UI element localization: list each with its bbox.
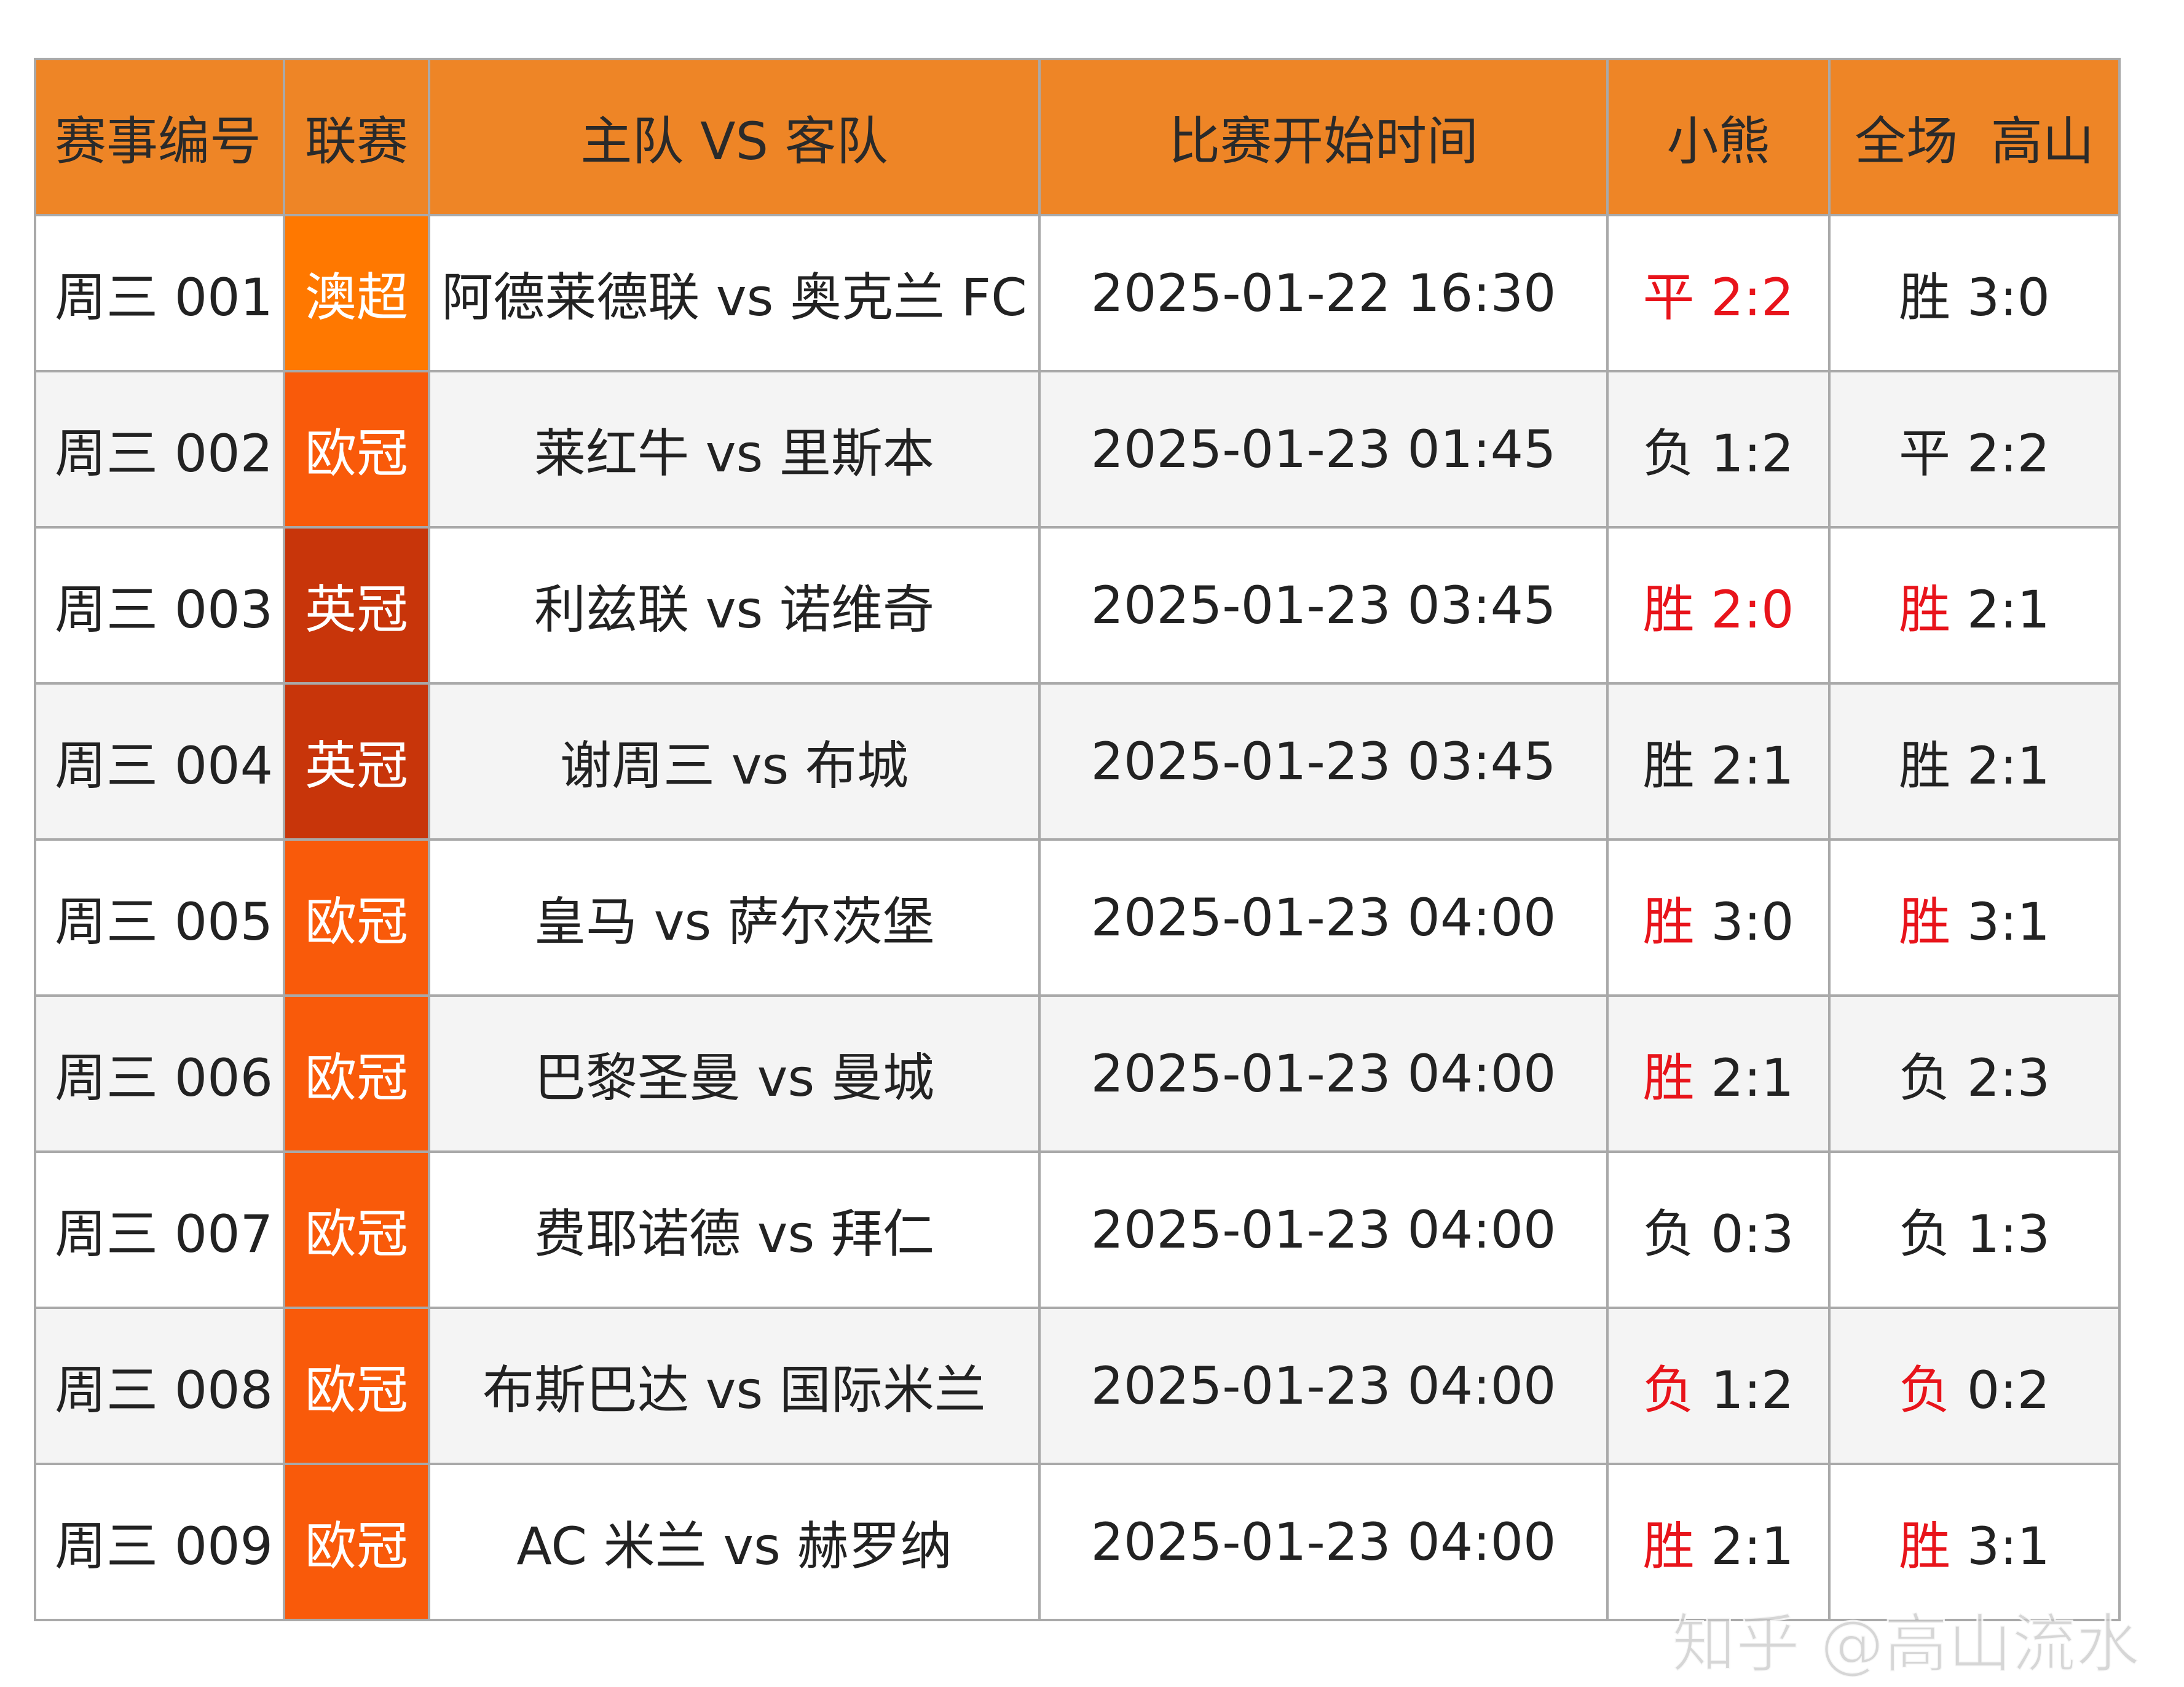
table-row: 周三 003 英冠 利兹联 vs 诺维奇 2025-01-23 03:45 胜 2:0 胜…: [34, 526, 2121, 685]
column-header: 小熊: [1606, 58, 1831, 216]
start-time: 2025-01-23 04:00: [1038, 994, 1609, 1153]
xiaoxiong-result: 胜 2:1: [1606, 682, 1831, 841]
result-outcome: 胜: [1899, 579, 1951, 640]
header-row: 赛事编号 联赛 主队 VS 客队 比赛开始时间 小熊 全场 高山: [34, 58, 2121, 216]
column-header: 联赛: [283, 58, 430, 216]
gaoshan-result: 负 2:3: [1828, 994, 2121, 1153]
league-cell: 澳超: [283, 214, 430, 372]
match-id: 周三 009: [34, 1463, 285, 1621]
league-cell: 英冠: [283, 526, 430, 685]
league-cell: 欧冠: [283, 994, 430, 1153]
match-teams: 皇马 vs 萨尔茨堡: [428, 838, 1041, 997]
start-time: 2025-01-23 03:45: [1038, 682, 1609, 841]
column-header: 赛事编号: [34, 58, 285, 216]
start-time: 2025-01-23 04:00: [1038, 1150, 1609, 1309]
xiaoxiong-result: 胜 2:0: [1606, 526, 1831, 685]
gaoshan-result: 胜 3:0: [1828, 214, 2121, 372]
match-id: 周三 006: [34, 994, 285, 1153]
gaoshan-result: 胜 3:1: [1828, 1463, 2121, 1621]
result-outcome: 胜: [1899, 891, 1951, 952]
column-header: 全场 高山: [1828, 58, 2121, 216]
match-table: 赛事编号 联赛 主队 VS 客队 比赛开始时间 小熊 全场 高山 周三 001 澳超 阿德莱德…: [34, 58, 2121, 1621]
table-row: 周三 009 欧冠 AC 米兰 vs 赫罗纳 2025-01-23 04:00 胜 2:…: [34, 1463, 2121, 1621]
gaoshan-result: 负 1:3: [1828, 1150, 2121, 1309]
result-outcome: 胜: [1899, 1516, 1951, 1576]
match-teams: 布斯巴达 vs 国际米兰: [428, 1307, 1041, 1465]
league-cell: 欧冠: [283, 1150, 430, 1309]
match-id: 周三 004: [34, 682, 285, 841]
start-time: 2025-01-23 03:45: [1038, 526, 1609, 685]
result-outcome: 负: [1642, 1359, 1695, 1420]
result-outcome: 胜: [1642, 1516, 1695, 1576]
match-id: 周三 002: [34, 370, 285, 529]
match-teams: 莱红牛 vs 里斯本: [428, 370, 1041, 529]
league-cell: 欧冠: [283, 1307, 430, 1465]
result-outcome: 胜: [1642, 891, 1695, 952]
start-time: 2025-01-23 04:00: [1038, 1463, 1609, 1621]
result-outcome: 负: [1899, 1359, 1951, 1420]
watermark: 知乎 @高山流水: [1671, 1606, 2140, 1683]
league-cell: 欧冠: [283, 838, 430, 997]
result-outcome: 胜: [1642, 1047, 1695, 1108]
column-header: 比赛开始时间: [1038, 58, 1609, 216]
gaoshan-result: 负 0:2: [1828, 1307, 2121, 1465]
match-id: 周三 007: [34, 1150, 285, 1309]
table-row: 周三 007 欧冠 费耶诺德 vs 拜仁 2025-01-23 04:00 负 0:3 负…: [34, 1150, 2121, 1309]
gaoshan-result: 胜 3:1: [1828, 838, 2121, 997]
league-cell: 英冠: [283, 682, 430, 841]
table-row: 周三 004 英冠 谢周三 vs 布城 2025-01-23 03:45 胜 2:1 胜 …: [34, 682, 2121, 841]
table-row: 周三 006 欧冠 巴黎圣曼 vs 曼城 2025-01-23 04:00 胜 2:1 负…: [34, 994, 2121, 1153]
xiaoxiong-result: 胜 2:1: [1606, 1463, 1831, 1621]
xiaoxiong-result: 负 1:2: [1606, 1307, 1831, 1465]
start-time: 2025-01-23 01:45: [1038, 370, 1609, 529]
start-time: 2025-01-23 04:00: [1038, 1307, 1609, 1465]
xiaoxiong-result: 负 1:2: [1606, 370, 1831, 529]
match-teams: AC 米兰 vs 赫罗纳: [428, 1463, 1041, 1621]
match-teams: 利兹联 vs 诺维奇: [428, 526, 1041, 685]
table-row: 周三 005 欧冠 皇马 vs 萨尔茨堡 2025-01-23 04:00 胜 3:0 胜…: [34, 838, 2121, 997]
xiaoxiong-result: 负 0:3: [1606, 1150, 1831, 1309]
match-teams: 谢周三 vs 布城: [428, 682, 1041, 841]
column-header: 主队 VS 客队: [428, 58, 1041, 216]
match-id: 周三 003: [34, 526, 285, 685]
start-time: 2025-01-22 16:30: [1038, 214, 1609, 372]
league-cell: 欧冠: [283, 1463, 430, 1621]
xiaoxiong-result: 平 2:2: [1606, 214, 1831, 372]
match-teams: 费耶诺德 vs 拜仁: [428, 1150, 1041, 1309]
xiaoxiong-result: 胜 3:0: [1606, 838, 1831, 997]
gaoshan-result: 胜 2:1: [1828, 682, 2121, 841]
match-id: 周三 005: [34, 838, 285, 997]
table-row: 周三 001 澳超 阿德莱德联 vs 奥克兰 FC 2025-01-22 16:30 平…: [34, 214, 2121, 372]
gaoshan-result: 平 2:2: [1828, 370, 2121, 529]
match-teams: 阿德莱德联 vs 奥克兰 FC: [428, 214, 1041, 372]
start-time: 2025-01-23 04:00: [1038, 838, 1609, 997]
league-cell: 欧冠: [283, 370, 430, 529]
match-teams: 巴黎圣曼 vs 曼城: [428, 994, 1041, 1153]
gaoshan-result: 胜 2:1: [1828, 526, 2121, 685]
table-row: 周三 008 欧冠 布斯巴达 vs 国际米兰 2025-01-23 04:00 负 1:…: [34, 1307, 2121, 1465]
xiaoxiong-result: 胜 2:1: [1606, 994, 1831, 1153]
match-id: 周三 001: [34, 214, 285, 372]
match-id: 周三 008: [34, 1307, 285, 1465]
table-row: 周三 002 欧冠 莱红牛 vs 里斯本 2025-01-23 01:45 负 1:2 平…: [34, 370, 2121, 529]
